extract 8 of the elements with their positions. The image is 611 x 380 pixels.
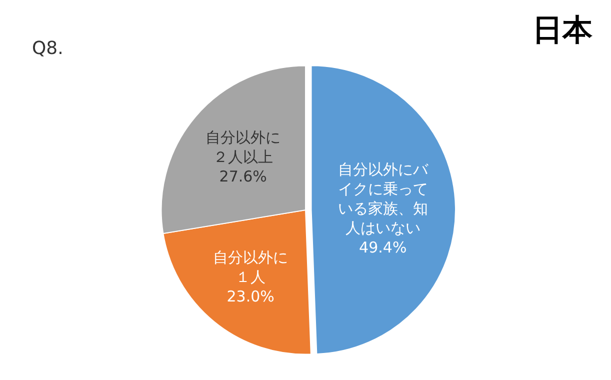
text: Q8. xyxy=(32,38,64,59)
text: 日本 xyxy=(532,13,594,48)
data-label: 27.6% xyxy=(219,168,267,186)
data-label: 49.4% xyxy=(359,238,407,257)
slice-label: 自分以外にバイクに乗っている家族、知人はいない xyxy=(338,160,429,238)
slice-label: 自分以外に２人以上 xyxy=(206,128,281,166)
data-label: 23.0% xyxy=(226,288,274,306)
slice-label: 自分以外に１人 xyxy=(213,248,288,286)
